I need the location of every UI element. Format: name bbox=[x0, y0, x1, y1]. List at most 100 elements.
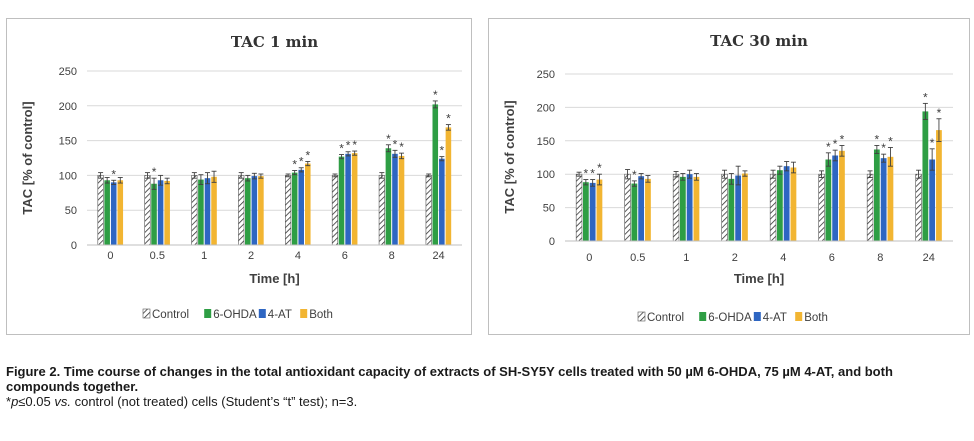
bar-both-8 bbox=[398, 155, 405, 245]
bar-control-4 bbox=[769, 173, 777, 242]
bar-6-ohda-0 bbox=[104, 180, 110, 245]
bar-6-ohda-2 bbox=[728, 178, 735, 241]
caption-footnote: *p≤0.05 vs. control (not treated) cells … bbox=[6, 394, 968, 409]
significance-star: * bbox=[881, 141, 886, 155]
significance-star: * bbox=[923, 90, 928, 104]
y-tick-label: 0 bbox=[549, 236, 555, 248]
significance-star: * bbox=[446, 112, 451, 126]
bar-both-1 bbox=[693, 176, 700, 241]
x-tick-label: 4 bbox=[780, 252, 786, 264]
legend-label-4-at: 4-AT bbox=[763, 312, 787, 324]
chart-title: TAC 1 min bbox=[231, 33, 318, 51]
bar-both-0.5 bbox=[645, 178, 651, 241]
bar-both-0.5 bbox=[164, 180, 170, 245]
y-tick-label: 50 bbox=[543, 203, 555, 215]
bar-control-2 bbox=[238, 175, 245, 246]
x-tick-label: 1 bbox=[683, 252, 689, 264]
significance-star: * bbox=[352, 138, 357, 152]
x-tick-label: 6 bbox=[829, 252, 835, 264]
significance-star: * bbox=[339, 142, 344, 156]
legend-swatch-4-at bbox=[258, 309, 266, 318]
x-tick-label: 6 bbox=[342, 250, 348, 262]
significance-star: * bbox=[875, 132, 880, 146]
bar-control-1 bbox=[191, 175, 198, 246]
significance-star: * bbox=[111, 167, 116, 181]
footnote-vs: vs. bbox=[54, 394, 71, 409]
x-tick-label: 24 bbox=[923, 252, 935, 264]
bar-6-ohda-6 bbox=[825, 159, 832, 241]
bar-control-4 bbox=[285, 175, 292, 246]
significance-star: * bbox=[386, 132, 391, 146]
significance-star: * bbox=[152, 165, 157, 179]
bar-4-at-6 bbox=[832, 155, 839, 241]
bar-both-24 bbox=[445, 127, 452, 245]
legend-swatch-4-at bbox=[753, 312, 761, 321]
x-tick-label: 2 bbox=[248, 250, 254, 262]
x-tick-label: 0 bbox=[586, 252, 592, 264]
bar-4-at-1 bbox=[204, 178, 211, 245]
x-axis-label: Time [h] bbox=[734, 271, 784, 286]
significance-star: * bbox=[597, 161, 602, 175]
figure-caption: Figure 2. Time course of changes in the … bbox=[6, 364, 968, 409]
significance-star: * bbox=[833, 137, 838, 151]
bar-control-8 bbox=[866, 173, 874, 242]
significance-star: * bbox=[299, 155, 304, 169]
bar-both-1 bbox=[211, 176, 217, 245]
x-tick-label: 24 bbox=[432, 250, 444, 262]
bar-4-at-24 bbox=[439, 158, 445, 245]
y-tick-label: 0 bbox=[71, 240, 77, 252]
legend-label-6-ohda: 6-OHDA bbox=[708, 312, 752, 324]
x-tick-label: 8 bbox=[389, 250, 395, 262]
significance-star: * bbox=[840, 132, 845, 146]
bar-4-at-2 bbox=[251, 176, 258, 245]
bar-6-ohda-0 bbox=[582, 182, 589, 241]
legend-label-both: Both bbox=[309, 309, 333, 321]
y-tick-label: 50 bbox=[65, 205, 77, 217]
bar-4-at-8 bbox=[880, 158, 887, 241]
bar-control-0 bbox=[575, 173, 583, 242]
bar-both-4 bbox=[305, 163, 311, 245]
y-tick-label: 150 bbox=[537, 136, 555, 148]
bar-6-ohda-24 bbox=[922, 111, 929, 242]
bar-4-at-0.5 bbox=[638, 176, 645, 241]
bar-6-ohda-4 bbox=[291, 172, 298, 245]
bar-both-0 bbox=[596, 179, 603, 241]
chart-panel-tac-30min: TAC 30 min 0 50 100 150 200 250 TAC [% of contr… bbox=[488, 18, 970, 335]
bar-4-at-4 bbox=[783, 166, 790, 241]
y-tick-label: 200 bbox=[537, 102, 555, 114]
y-tick-label: 100 bbox=[59, 170, 77, 182]
significance-star: * bbox=[590, 167, 595, 181]
bar-both-8 bbox=[887, 156, 894, 241]
bar-6-ohda-0.5 bbox=[631, 183, 638, 241]
x-tick-label: 0.5 bbox=[150, 250, 165, 262]
legend-swatch-6-ohda bbox=[204, 309, 212, 318]
y-tick-label: 100 bbox=[537, 169, 555, 181]
bar-control-8 bbox=[378, 175, 385, 246]
significance-star: * bbox=[292, 158, 297, 172]
bar-both-4 bbox=[790, 167, 797, 241]
significance-star: * bbox=[305, 148, 310, 162]
y-axis-label: TAC [% of control] bbox=[502, 100, 517, 213]
bar-6-ohda-24 bbox=[432, 104, 439, 246]
caption-title: Figure 2. Time course of changes in the … bbox=[6, 364, 893, 394]
bar-control-0 bbox=[97, 175, 104, 246]
y-tick-label: 250 bbox=[59, 66, 77, 78]
footnote-p: p bbox=[11, 394, 19, 409]
bar-control-0.5 bbox=[144, 175, 151, 246]
bar-4-at-24 bbox=[929, 159, 936, 241]
bar-4-at-6 bbox=[345, 153, 351, 245]
significance-star: * bbox=[440, 144, 445, 158]
bar-both-6 bbox=[839, 150, 845, 241]
bar-control-2 bbox=[721, 173, 728, 242]
x-axis-label: Time [h] bbox=[249, 271, 299, 286]
bar-control-24 bbox=[425, 175, 432, 246]
x-tick-label: 8 bbox=[877, 252, 883, 264]
bar-4-at-4 bbox=[298, 169, 304, 245]
bar-both-6 bbox=[351, 153, 358, 245]
legend-swatch-both bbox=[795, 312, 803, 321]
significance-star: * bbox=[346, 139, 351, 153]
footnote-threshold: ≤0.05 bbox=[18, 394, 55, 409]
legend-label-4-at: 4-AT bbox=[268, 309, 292, 321]
bar-control-24 bbox=[915, 173, 922, 242]
bar-control-6 bbox=[331, 175, 339, 246]
